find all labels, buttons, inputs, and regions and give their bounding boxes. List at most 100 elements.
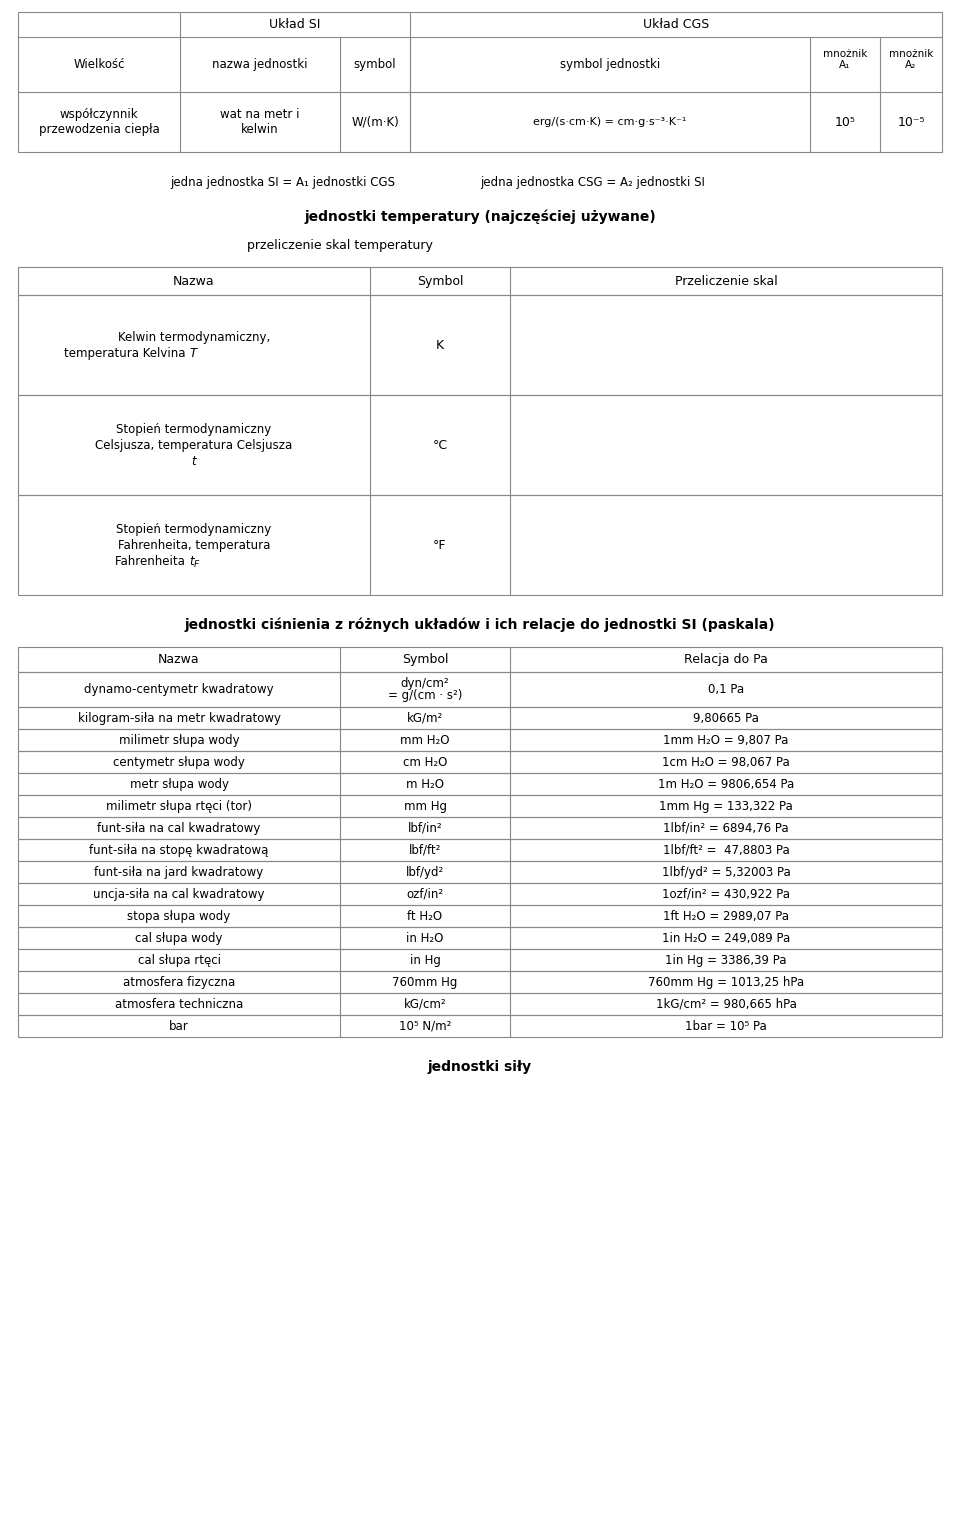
Text: nazwa jednostki: nazwa jednostki <box>212 58 308 72</box>
Text: lbf/yd²: lbf/yd² <box>406 865 444 879</box>
Text: 1in Hg = 3386,39 Pa: 1in Hg = 3386,39 Pa <box>665 953 787 967</box>
Text: 1cm H₂O = 98,067 Pa: 1cm H₂O = 98,067 Pa <box>662 755 790 769</box>
Text: mm Hg: mm Hg <box>403 800 446 812</box>
Text: 1ozf/in² = 430,922 Pa: 1ozf/in² = 430,922 Pa <box>662 888 790 900</box>
Text: metr słupa wody: metr słupa wody <box>130 778 228 790</box>
Text: t: t <box>192 454 196 468</box>
Text: przeliczenie skal temperatury: przeliczenie skal temperatury <box>247 239 433 251</box>
Text: 1mm H₂O = 9,807 Pa: 1mm H₂O = 9,807 Pa <box>663 734 789 746</box>
Text: Stopień termodynamiczny: Stopień termodynamiczny <box>116 422 272 436</box>
Text: Układ CGS: Układ CGS <box>643 18 709 30</box>
Text: lbf/ft²: lbf/ft² <box>409 844 442 856</box>
Text: stopa słupa wody: stopa słupa wody <box>128 909 230 923</box>
Bar <box>18 795 942 816</box>
Text: atmosfera techniczna: atmosfera techniczna <box>115 998 243 1010</box>
Text: kilogram-siła na metr kwadratowy: kilogram-siła na metr kwadratowy <box>78 711 280 725</box>
Text: jednostki siły: jednostki siły <box>428 1060 532 1074</box>
Bar <box>18 707 942 730</box>
Text: erg/(s·cm·K) = cm·g·s⁻³·K⁻¹: erg/(s·cm·K) = cm·g·s⁻³·K⁻¹ <box>534 117 686 126</box>
Bar <box>18 816 942 839</box>
Text: Symbol: Symbol <box>417 274 464 288</box>
Text: 9,80665 Pa: 9,80665 Pa <box>693 711 759 725</box>
Bar <box>18 394 942 495</box>
Text: Symbol: Symbol <box>401 653 448 666</box>
Text: bar: bar <box>169 1019 189 1033</box>
Text: t: t <box>189 554 194 568</box>
Text: F: F <box>194 559 199 568</box>
Text: 760mm Hg = 1013,25 hPa: 760mm Hg = 1013,25 hPa <box>648 976 804 988</box>
Bar <box>18 1014 942 1037</box>
Text: W/(m·K): W/(m·K) <box>351 116 398 128</box>
Bar <box>18 672 942 707</box>
Text: 760mm Hg: 760mm Hg <box>393 976 458 988</box>
Text: °C: °C <box>432 439 447 451</box>
Text: mnożnik
A₂: mnożnik A₂ <box>889 49 933 70</box>
Text: centymetr słupa wody: centymetr słupa wody <box>113 755 245 769</box>
Text: jedna jednostka CSG = A₂ jednostki SI: jedna jednostka CSG = A₂ jednostki SI <box>480 175 705 189</box>
Text: jedna jednostka SI = A₁ jednostki CGS: jedna jednostka SI = A₁ jednostki CGS <box>170 175 395 189</box>
Text: funt-siła na stopę kwadratową: funt-siła na stopę kwadratową <box>89 844 269 856</box>
Text: Układ SI: Układ SI <box>270 18 321 30</box>
Text: m H₂O: m H₂O <box>406 778 444 790</box>
Text: funt-siła na jard kwadratowy: funt-siła na jard kwadratowy <box>94 865 264 879</box>
Text: uncja-siła na cal kwadratowy: uncja-siła na cal kwadratowy <box>93 888 265 900</box>
Bar <box>18 774 942 795</box>
Bar <box>18 12 942 152</box>
Text: 10⁵: 10⁵ <box>834 116 855 128</box>
Bar <box>18 905 942 928</box>
Text: symbol jednostki: symbol jednostki <box>560 58 660 72</box>
Text: jednostki ciśnienia z różnych układów i ich relacje do jednostki SI (paskala): jednostki ciśnienia z różnych układów i … <box>184 618 776 632</box>
Text: 1m H₂O = 9806,654 Pa: 1m H₂O = 9806,654 Pa <box>658 778 794 790</box>
Text: cal słupa wody: cal słupa wody <box>135 932 223 944</box>
Text: 0,1 Pa: 0,1 Pa <box>708 682 744 696</box>
Text: cal słupa rtęci: cal słupa rtęci <box>137 953 221 967</box>
Text: 1bar = 10⁵ Pa: 1bar = 10⁵ Pa <box>685 1019 767 1033</box>
Text: Nazwa: Nazwa <box>158 653 200 666</box>
Bar <box>18 860 942 883</box>
Text: 1in H₂O = 249,089 Pa: 1in H₂O = 249,089 Pa <box>661 932 790 944</box>
Text: atmosfera fizyczna: atmosfera fizyczna <box>123 976 235 988</box>
Bar <box>18 993 942 1014</box>
Text: temperatura Kelvina: temperatura Kelvina <box>63 347 189 359</box>
Text: in H₂O: in H₂O <box>406 932 444 944</box>
Bar <box>18 972 942 993</box>
Bar <box>18 495 942 595</box>
Bar <box>18 839 942 860</box>
Text: 10⁵ N/m²: 10⁵ N/m² <box>398 1019 451 1033</box>
Bar <box>18 949 942 972</box>
Text: Kelwin termodynamiczny,: Kelwin termodynamiczny, <box>118 330 270 344</box>
Text: T: T <box>189 347 196 359</box>
Bar <box>18 295 942 394</box>
Text: lbf/in²: lbf/in² <box>408 821 443 835</box>
Text: Celsjusza, temperatura Celsjusza: Celsjusza, temperatura Celsjusza <box>95 439 293 451</box>
Bar <box>18 730 942 751</box>
Bar <box>18 883 942 905</box>
Text: dynamo-centymetr kwadratowy: dynamo-centymetr kwadratowy <box>84 682 274 696</box>
Text: 10⁻⁵: 10⁻⁵ <box>898 116 924 128</box>
Text: cm H₂O: cm H₂O <box>403 755 447 769</box>
Text: 1kG/cm² = 980,665 hPa: 1kG/cm² = 980,665 hPa <box>656 998 797 1010</box>
Text: 1lbf/in² = 6894,76 Pa: 1lbf/in² = 6894,76 Pa <box>663 821 789 835</box>
Text: współczynnik
przewodzenia ciepła: współczynnik przewodzenia ciepła <box>38 108 159 136</box>
Text: = g/(cm · s²): = g/(cm · s²) <box>388 688 462 702</box>
Text: 1lbf/yd² = 5,32003 Pa: 1lbf/yd² = 5,32003 Pa <box>661 865 790 879</box>
Bar <box>18 267 942 295</box>
Text: kG/cm²: kG/cm² <box>404 998 446 1010</box>
Text: in Hg: in Hg <box>410 953 441 967</box>
Text: symbol: symbol <box>353 58 396 72</box>
Text: Nazwa: Nazwa <box>173 274 215 288</box>
Text: Fahrenheita, temperatura: Fahrenheita, temperatura <box>118 539 270 551</box>
Text: ozf/in²: ozf/in² <box>406 888 444 900</box>
Text: mm H₂O: mm H₂O <box>400 734 449 746</box>
Text: ft H₂O: ft H₂O <box>407 909 443 923</box>
Text: 1mm Hg = 133,322 Pa: 1mm Hg = 133,322 Pa <box>660 800 793 812</box>
Text: milimetr słupa wody: milimetr słupa wody <box>119 734 239 746</box>
Bar <box>18 647 942 672</box>
Text: Fahrenheita: Fahrenheita <box>115 554 189 568</box>
Text: wat na metr i
kelwin: wat na metr i kelwin <box>220 108 300 136</box>
Text: funt-siła na cal kwadratowy: funt-siła na cal kwadratowy <box>97 821 261 835</box>
Text: mnożnik
A₁: mnożnik A₁ <box>823 49 867 70</box>
Text: K: K <box>436 338 444 352</box>
Bar <box>18 751 942 774</box>
Text: Relacja do Pa: Relacja do Pa <box>684 653 768 666</box>
